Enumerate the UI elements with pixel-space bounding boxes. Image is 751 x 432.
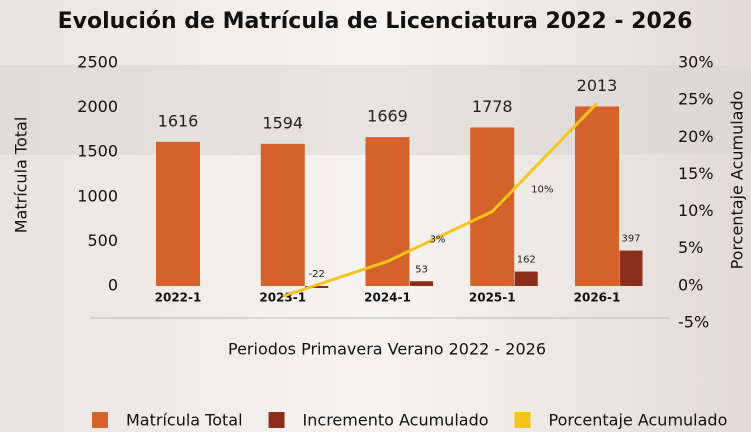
legend-swatch [92,412,108,428]
data-label: 2013 [577,76,618,95]
y2-tick-label: 5% [678,238,703,257]
legend-label: Matrícula Total [126,411,243,430]
bar [365,137,410,286]
x-tick-label: 2026-1 [574,291,621,305]
y2-tick-label: 20% [678,127,714,146]
x-tick-label: 2022-1 [155,291,202,305]
legend-label: Porcentaje Acumulado [549,411,728,430]
data-label: 1616 [158,111,199,130]
data-label: 1669 [367,107,408,126]
legend-label: Incremento Acumulado [303,411,489,430]
x-tick-label: 2024-1 [364,291,411,305]
x-axis-title: Periodos Primavera Verano 2022 - 2026 [228,340,546,359]
y2-tick-label: 30% [678,53,714,72]
data-label: 1594 [262,113,303,132]
bar [619,250,643,286]
data-label: 53 [415,264,428,275]
data-label: 10% [531,185,553,196]
data-label: 162 [517,255,536,266]
data-label: 397 [621,234,640,245]
bar [410,281,433,286]
bar [470,127,515,286]
y2-tick-label: 15% [678,164,714,183]
data-label: 1778 [472,97,513,116]
y2-axis-title: Porcentaje Acumulado [728,91,747,270]
bar [514,271,538,286]
y-tick-label: 2000 [77,97,118,116]
legend-swatch [268,412,285,428]
bar [156,141,200,286]
y-tick-label: 500 [87,231,118,250]
chart-title: Evolución de Matrícula de Licenciatura 2… [58,9,693,34]
legend-swatch [514,412,531,428]
bar [575,106,619,286]
x-tick-label: 2025-1 [469,291,516,305]
y-tick-label: 1500 [77,142,118,161]
y2-tick-label: -5% [678,313,709,332]
line [282,102,599,298]
data-label: -22 [309,269,325,280]
x-tick-label: 2023-1 [259,291,306,305]
y2-tick-label: 10% [678,201,714,220]
bar [260,143,305,286]
y2-tick-label: 0% [678,275,703,294]
data-label: 3% [430,234,446,245]
y-axis-title: Matrícula Total [12,117,31,234]
y2-tick-label: 25% [678,90,714,109]
y-tick-label: 0 [108,276,118,295]
y-tick-label: 1000 [77,186,118,205]
y-tick-label: 2500 [77,53,118,72]
bar [305,286,329,288]
